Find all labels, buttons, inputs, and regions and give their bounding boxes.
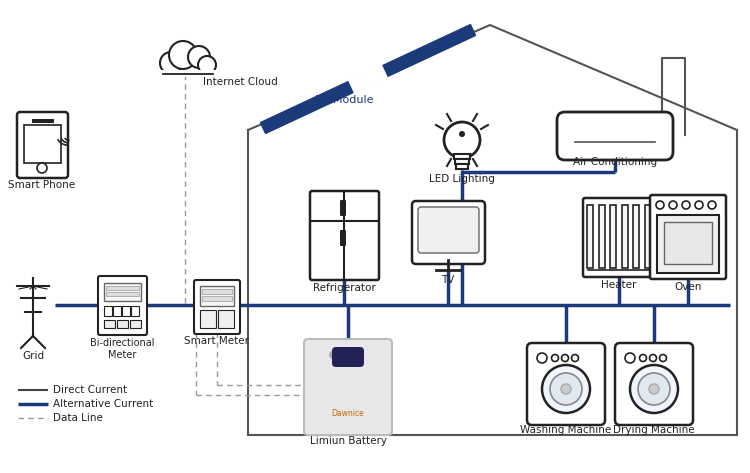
Bar — [122, 306, 130, 316]
Bar — [610, 205, 616, 268]
Circle shape — [638, 373, 670, 405]
Circle shape — [160, 52, 182, 74]
Circle shape — [640, 354, 646, 361]
Text: Oven: Oven — [674, 282, 702, 292]
Circle shape — [682, 201, 690, 209]
Circle shape — [708, 201, 716, 209]
Circle shape — [650, 354, 656, 361]
Bar — [455, 159, 469, 164]
Circle shape — [542, 365, 590, 413]
Text: Washing Machine: Washing Machine — [520, 425, 612, 435]
FancyBboxPatch shape — [527, 343, 605, 425]
Circle shape — [669, 201, 677, 209]
Bar — [130, 320, 141, 328]
Bar — [104, 306, 112, 316]
Circle shape — [444, 122, 480, 158]
Circle shape — [537, 353, 547, 363]
FancyBboxPatch shape — [194, 280, 240, 334]
Circle shape — [37, 163, 47, 173]
Bar — [24, 125, 61, 163]
FancyBboxPatch shape — [615, 343, 693, 425]
Text: Data Line: Data Line — [53, 413, 103, 423]
Circle shape — [695, 201, 703, 209]
Bar — [657, 215, 719, 273]
Bar — [200, 286, 234, 306]
Polygon shape — [349, 65, 387, 93]
Bar — [104, 283, 141, 301]
Text: Grid: Grid — [22, 351, 44, 361]
FancyBboxPatch shape — [310, 191, 379, 280]
FancyBboxPatch shape — [332, 347, 364, 367]
Bar — [218, 310, 234, 328]
Circle shape — [550, 373, 582, 405]
FancyBboxPatch shape — [412, 201, 485, 264]
Circle shape — [656, 201, 664, 209]
Text: Bi-directional
Meter: Bi-directional Meter — [90, 338, 154, 359]
Bar — [113, 306, 121, 316]
Bar — [106, 286, 139, 290]
Bar — [32, 119, 54, 123]
Text: Smart Meter: Smart Meter — [184, 336, 250, 346]
Circle shape — [572, 354, 578, 361]
Bar — [456, 164, 468, 169]
Bar — [104, 320, 115, 328]
Text: Heater: Heater — [602, 280, 637, 290]
Circle shape — [630, 365, 678, 413]
Bar — [587, 205, 593, 268]
Text: Air Conditioning: Air Conditioning — [573, 157, 657, 167]
FancyBboxPatch shape — [340, 200, 346, 216]
Text: TV: TV — [441, 275, 454, 285]
FancyBboxPatch shape — [98, 276, 147, 335]
Circle shape — [625, 353, 635, 363]
Text: Smart Phone: Smart Phone — [8, 180, 76, 190]
Circle shape — [551, 354, 559, 361]
Text: Direct Current: Direct Current — [53, 385, 127, 395]
FancyBboxPatch shape — [583, 198, 655, 277]
Bar — [454, 154, 470, 159]
Bar — [106, 292, 139, 296]
Circle shape — [188, 46, 210, 68]
Bar — [664, 222, 712, 264]
Circle shape — [561, 384, 571, 394]
Circle shape — [649, 384, 659, 394]
Polygon shape — [260, 25, 476, 133]
Text: Internet Cloud: Internet Cloud — [203, 77, 278, 87]
Text: Alternative Current: Alternative Current — [53, 399, 153, 409]
Circle shape — [459, 131, 465, 137]
Bar — [117, 320, 128, 328]
Bar — [202, 296, 232, 301]
Circle shape — [329, 351, 337, 359]
Text: Limiun Battery: Limiun Battery — [310, 436, 386, 446]
Text: Refrigerator: Refrigerator — [313, 283, 375, 293]
Text: Dawnice: Dawnice — [332, 409, 364, 418]
Circle shape — [659, 354, 667, 361]
FancyBboxPatch shape — [557, 112, 673, 160]
FancyBboxPatch shape — [340, 230, 346, 246]
Bar — [645, 205, 651, 268]
Circle shape — [198, 56, 216, 74]
Bar — [622, 205, 628, 268]
Bar — [202, 289, 232, 294]
FancyBboxPatch shape — [17, 112, 68, 178]
Text: LED Lighting: LED Lighting — [429, 174, 495, 184]
Bar — [634, 205, 640, 268]
Bar — [200, 310, 216, 328]
FancyBboxPatch shape — [650, 195, 726, 279]
Circle shape — [169, 41, 197, 69]
Text: PV Module: PV Module — [315, 95, 374, 105]
Bar — [598, 205, 604, 268]
Circle shape — [562, 354, 568, 361]
FancyBboxPatch shape — [418, 207, 479, 253]
Text: Drying Machine: Drying Machine — [614, 425, 695, 435]
Bar — [131, 306, 139, 316]
FancyBboxPatch shape — [304, 339, 392, 435]
